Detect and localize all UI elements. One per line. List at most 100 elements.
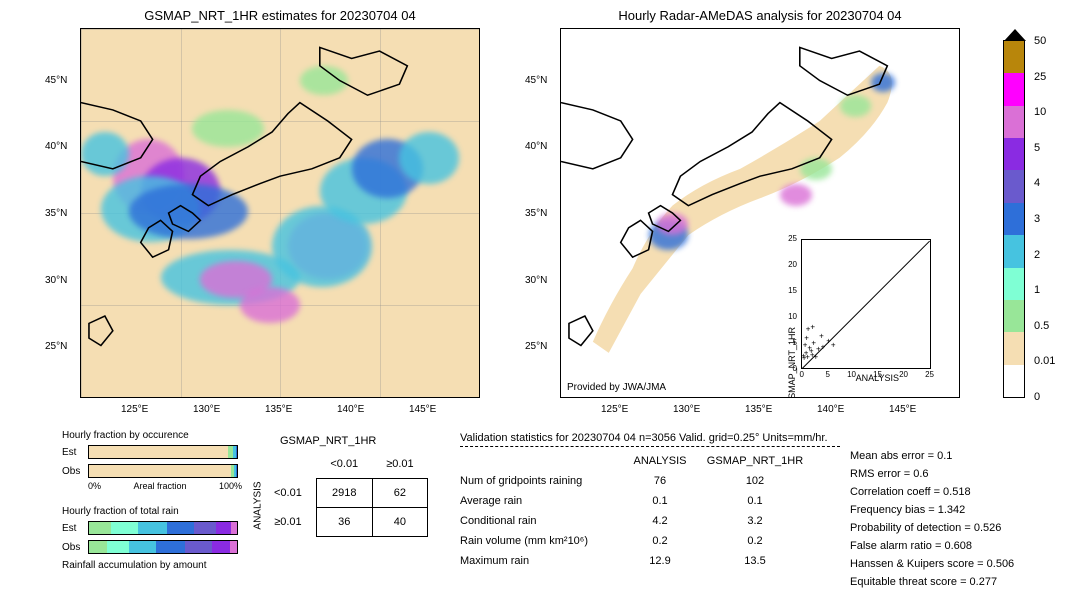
colorbar-segment xyxy=(1004,41,1024,73)
metric-line: Mean abs error = 0.1 xyxy=(850,450,1014,468)
ct-row1: ≥0.01 xyxy=(260,508,316,537)
rain-bars: Hourly fraction of total rain Est Obs Rai… xyxy=(62,506,242,573)
ct-cell: 2918 xyxy=(316,479,372,508)
colorbar-segment xyxy=(1004,365,1024,397)
colorbar-tick: 1 xyxy=(1034,284,1040,296)
stats-title: Validation statistics for 20230704 04 n=… xyxy=(460,432,840,447)
colorbar-tick: 10 xyxy=(1034,106,1046,118)
x-tick-label: 145°E xyxy=(409,404,436,415)
colorbar-tick: 25 xyxy=(1034,71,1046,83)
scatter-inset: ++++++++++++++++++ xyxy=(801,239,931,369)
x-tick-label: 140°E xyxy=(337,404,364,415)
stat-val: 3.2 xyxy=(700,515,810,527)
y-tick-label: 30°N xyxy=(45,275,67,286)
stat-val: 0.2 xyxy=(620,535,700,547)
stat-val: 102 xyxy=(700,475,810,487)
y-tick-label: 25°N xyxy=(525,341,547,352)
colorbar-segment xyxy=(1004,170,1024,202)
contingency-table: <0.01≥0.01 <0.01291862 ≥0.013640 xyxy=(260,450,428,537)
validation-stats: Validation statistics for 20230704 04 n=… xyxy=(460,432,840,571)
stat-label: Maximum rain xyxy=(460,555,620,567)
occ-title: Hourly fraction by occurence xyxy=(62,430,242,441)
metric-line: False alarm ratio = 0.608 xyxy=(850,540,1014,558)
stat-val: 4.2 xyxy=(620,515,700,527)
y-tick-label: 25°N xyxy=(45,341,67,352)
colorbar-tick: 2 xyxy=(1034,249,1040,261)
y-tick-label: 30°N xyxy=(525,275,547,286)
colorbar-tick: 4 xyxy=(1034,177,1040,189)
stat-val: 76 xyxy=(620,475,700,487)
scatter-xtick: 20 xyxy=(899,370,908,379)
y-tick-label: 40°N xyxy=(45,141,67,152)
scatter-xtick: 25 xyxy=(925,370,934,379)
stat-val: 0.1 xyxy=(620,495,700,507)
stats-col2: GSMAP_NRT_1HR xyxy=(700,455,810,467)
stat-val: 13.5 xyxy=(700,555,810,567)
stats-col1: ANALYSIS xyxy=(620,455,700,467)
colorbar-segment xyxy=(1004,332,1024,364)
scatter-ytick: 5 xyxy=(793,338,797,347)
metric-line: Correlation coeff = 0.518 xyxy=(850,486,1014,504)
bar-xleft: 0% xyxy=(88,481,101,491)
colorbar-tick: 0 xyxy=(1034,391,1040,403)
ct-row0: <0.01 xyxy=(260,479,316,508)
colorbar-tick: 0.5 xyxy=(1034,320,1049,332)
colorbar-segment xyxy=(1004,138,1024,170)
ct-cell: 36 xyxy=(316,508,372,537)
colorbar-tick: 50 xyxy=(1034,35,1046,47)
scatter-point: + xyxy=(821,343,826,352)
y-tick-label: 35°N xyxy=(525,208,547,219)
stat-val: 0.2 xyxy=(700,535,810,547)
bar-xlabel: Areal fraction xyxy=(133,481,186,491)
scatter-ytick: 25 xyxy=(788,234,797,243)
bar-xright: 100% xyxy=(219,481,242,491)
scatter-xtick: 10 xyxy=(847,370,856,379)
scatter-ytick: 10 xyxy=(788,312,797,321)
right-map-title: Hourly Radar-AMeDAS analysis for 2023070… xyxy=(560,8,960,23)
colorbar-tick: 5 xyxy=(1034,142,1040,154)
colorbar-segment xyxy=(1004,73,1024,105)
stat-label: Average rain xyxy=(460,495,620,507)
stat-val: 12.9 xyxy=(620,555,700,567)
rain-title: Hourly fraction of total rain xyxy=(62,506,242,517)
x-tick-label: 125°E xyxy=(601,404,628,415)
ct-col0: <0.01 xyxy=(316,450,372,479)
occurrence-bars: Hourly fraction by occurence EstObs 0% A… xyxy=(62,430,242,491)
x-tick-label: 140°E xyxy=(817,404,844,415)
coastline xyxy=(81,29,479,397)
bar-label: Est xyxy=(62,523,88,534)
colorbar-segment xyxy=(1004,203,1024,235)
colorbar-segment xyxy=(1004,235,1024,267)
metric-line: RMS error = 0.6 xyxy=(850,468,1014,486)
provider-credit: Provided by JWA/JMA xyxy=(567,382,666,393)
metric-line: Hanssen & Kuipers score = 0.506 xyxy=(850,558,1014,576)
scatter-point: + xyxy=(804,333,809,342)
bar-label: Est xyxy=(62,447,88,458)
scatter-point: + xyxy=(819,332,824,341)
scatter-point: + xyxy=(810,322,815,331)
stat-label: Num of gridpoints raining xyxy=(460,475,620,487)
colorbar-tick: 0.01 xyxy=(1034,355,1055,367)
x-tick-label: 130°E xyxy=(673,404,700,415)
left-map-bg xyxy=(81,29,479,397)
scatter-ytick: 20 xyxy=(788,260,797,269)
left-map-title: GSMAP_NRT_1HR estimates for 20230704 04 xyxy=(80,8,480,23)
ct-cell: 40 xyxy=(372,508,427,537)
colorbar-tick: 3 xyxy=(1034,213,1040,225)
left-map xyxy=(80,28,480,398)
bar-label: Obs xyxy=(62,542,88,553)
right-map: Provided by JWA/JMA ++++++++++++++++++ A… xyxy=(560,28,960,398)
metric-line: Equitable threat score = 0.277 xyxy=(850,576,1014,594)
scatter-xtick: 5 xyxy=(826,370,830,379)
accum-title: Rainfall accumulation by amount xyxy=(62,560,242,571)
metric-line: Frequency bias = 1.342 xyxy=(850,504,1014,522)
ct-col1: ≥0.01 xyxy=(372,450,427,479)
scatter-xtick: 0 xyxy=(800,370,804,379)
x-tick-label: 135°E xyxy=(265,404,292,415)
stat-val: 0.1 xyxy=(700,495,810,507)
error-metrics: Mean abs error = 0.1RMS error = 0.6Corre… xyxy=(850,450,1014,594)
y-tick-label: 45°N xyxy=(525,75,547,86)
scatter-point: + xyxy=(813,353,818,362)
scatter-ytick: 15 xyxy=(788,286,797,295)
scatter-ytick: 0 xyxy=(793,364,797,373)
